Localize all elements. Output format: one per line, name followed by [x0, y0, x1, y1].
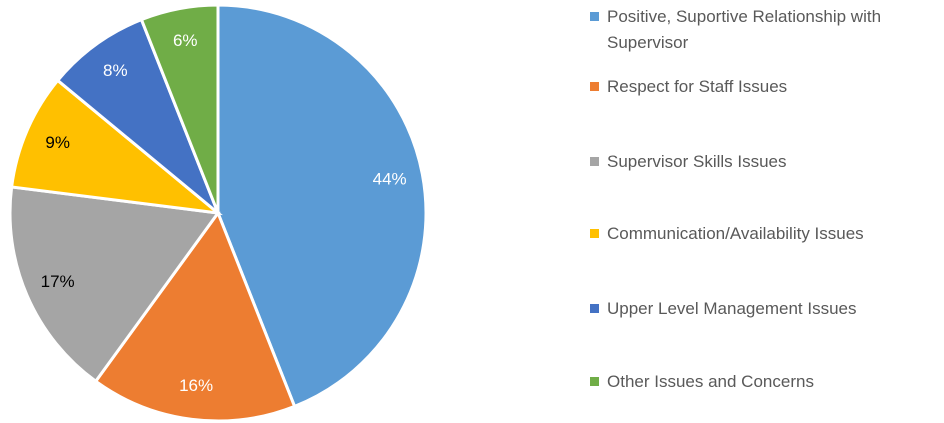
legend-label: Communication/Availability Issues [607, 224, 864, 243]
data-label: 44% [373, 170, 407, 189]
data-label: 8% [103, 61, 128, 80]
legend-swatch [590, 157, 599, 166]
pie-slice [9, 78, 223, 216]
pie-slice [8, 185, 221, 384]
data-label: 17% [41, 272, 75, 291]
legend-swatch [590, 82, 599, 91]
pie-slice [93, 209, 297, 423]
legend-item: Positive, Suportive Relationship with Su… [590, 4, 930, 56]
legend-swatch [590, 304, 599, 313]
pie-slice [55, 17, 220, 215]
legend-label: Upper Level Management Issues [607, 299, 857, 318]
pie-slice [216, 3, 428, 409]
legend-label: Positive, Suportive Relationship with Su… [607, 7, 882, 52]
legend-swatch [590, 12, 599, 21]
data-label: 16% [179, 376, 213, 395]
legend-item: Supervisor Skills Issues [590, 149, 930, 175]
legend-swatch [590, 377, 599, 386]
legend-label: Supervisor Skills Issues [607, 152, 787, 171]
legend-item: Upper Level Management Issues [590, 296, 930, 322]
legend-label: Respect for Staff Issues [607, 77, 788, 96]
pie-slice [139, 3, 220, 214]
legend-item: Respect for Staff Issues [590, 74, 930, 100]
legend-label: Other Issues and Concerns [607, 372, 814, 391]
legend-swatch [590, 229, 599, 238]
legend-item: Other Issues and Concerns [590, 369, 930, 395]
legend-item: Communication/Availability Issues [590, 221, 930, 247]
data-label: 9% [45, 133, 70, 152]
data-label: 6% [173, 31, 198, 50]
